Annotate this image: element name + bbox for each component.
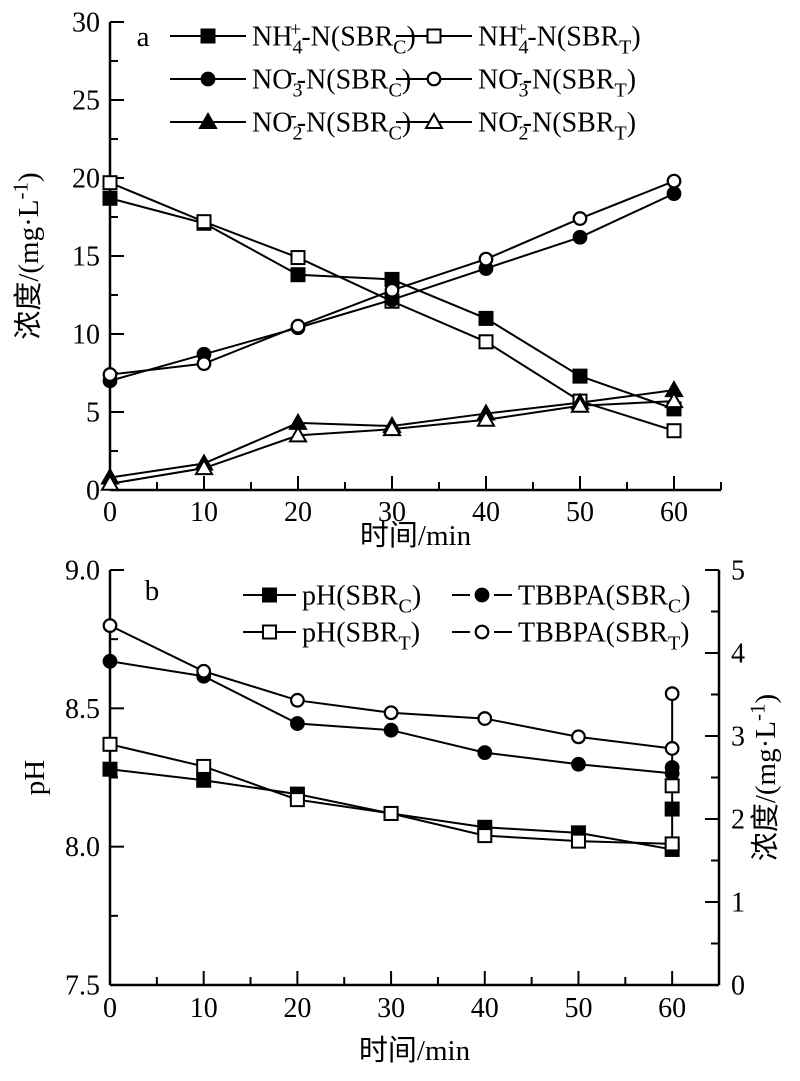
svg-text:a: a [137, 21, 150, 53]
svg-text:NH4+-N(SBRC): NH4+-N(SBRC) [252, 18, 416, 58]
svg-text:20: 20 [284, 497, 312, 528]
svg-text:40: 40 [472, 497, 500, 528]
svg-text:30: 30 [377, 993, 405, 1024]
svg-text:50: 50 [566, 497, 594, 528]
svg-text:NO2--N(SBRT): NO2--N(SBRT) [478, 104, 636, 144]
svg-text:4: 4 [731, 639, 745, 670]
svg-text:30: 30 [378, 497, 406, 528]
svg-text:TBBPA(SBRT): TBBPA(SBRT) [518, 618, 689, 655]
svg-text:0: 0 [731, 971, 745, 1002]
svg-text:15: 15 [72, 242, 100, 273]
svg-text:浓度/(mg·L-1): 浓度/(mg·L-1) [746, 694, 782, 861]
svg-text:7.5: 7.5 [65, 971, 100, 1002]
svg-text:10: 10 [190, 993, 218, 1024]
svg-text:0: 0 [103, 497, 117, 528]
svg-text:5: 5 [86, 398, 100, 429]
svg-text:NH4+-N(SBRT): NH4+-N(SBRT) [478, 18, 641, 58]
svg-text:浓度/(mg·L-1): 浓度/(mg·L-1) [9, 172, 45, 339]
panel-b-chart: 0 10 20 30 40 50 60 7.5 8.0 8.5 9.0 0 1 2 3 4 5 时间/min pH 浓… [19, 556, 782, 1067]
svg-text:20: 20 [72, 164, 100, 195]
svg-text:TBBPA(SBRC): TBBPA(SBRC) [518, 581, 691, 618]
svg-text:NO3--N(SBRT): NO3--N(SBRT) [478, 61, 636, 101]
svg-text:pH: pH [19, 760, 51, 796]
svg-text:0: 0 [86, 476, 100, 507]
svg-text:b: b [145, 575, 160, 607]
svg-text:8.5: 8.5 [65, 694, 100, 725]
svg-text:60: 60 [658, 993, 686, 1024]
svg-text:NO3--N(SBRC): NO3--N(SBRC) [252, 61, 411, 101]
svg-text:10: 10 [190, 497, 218, 528]
svg-text:时间/min: 时间/min [360, 519, 472, 550]
svg-text:1: 1 [731, 888, 745, 919]
svg-text:60: 60 [660, 497, 688, 528]
svg-text:10: 10 [72, 320, 100, 351]
svg-text:50: 50 [564, 993, 592, 1024]
svg-text:NO2--N(SBRC): NO2--N(SBRC) [252, 104, 411, 144]
svg-text:9.0: 9.0 [65, 556, 100, 587]
svg-text:30: 30 [72, 8, 100, 39]
svg-text:3: 3 [731, 722, 745, 753]
svg-text:5: 5 [731, 556, 745, 587]
svg-text:25: 25 [72, 86, 100, 117]
svg-text:pH(SBRT): pH(SBRT) [302, 618, 420, 655]
svg-text:pH(SBRC): pH(SBRC) [302, 581, 421, 618]
panel-a-chart: 0 10 20 30 40 50 60051015202530时间/min浓度/(mg·L-… [9, 8, 722, 550]
svg-text:时间/min: 时间/min [359, 1034, 471, 1067]
svg-text:8.0: 8.0 [65, 832, 100, 863]
svg-text:40: 40 [471, 993, 499, 1024]
svg-text:2: 2 [731, 805, 745, 836]
svg-text:20: 20 [283, 993, 311, 1024]
svg-text:0: 0 [103, 993, 117, 1024]
